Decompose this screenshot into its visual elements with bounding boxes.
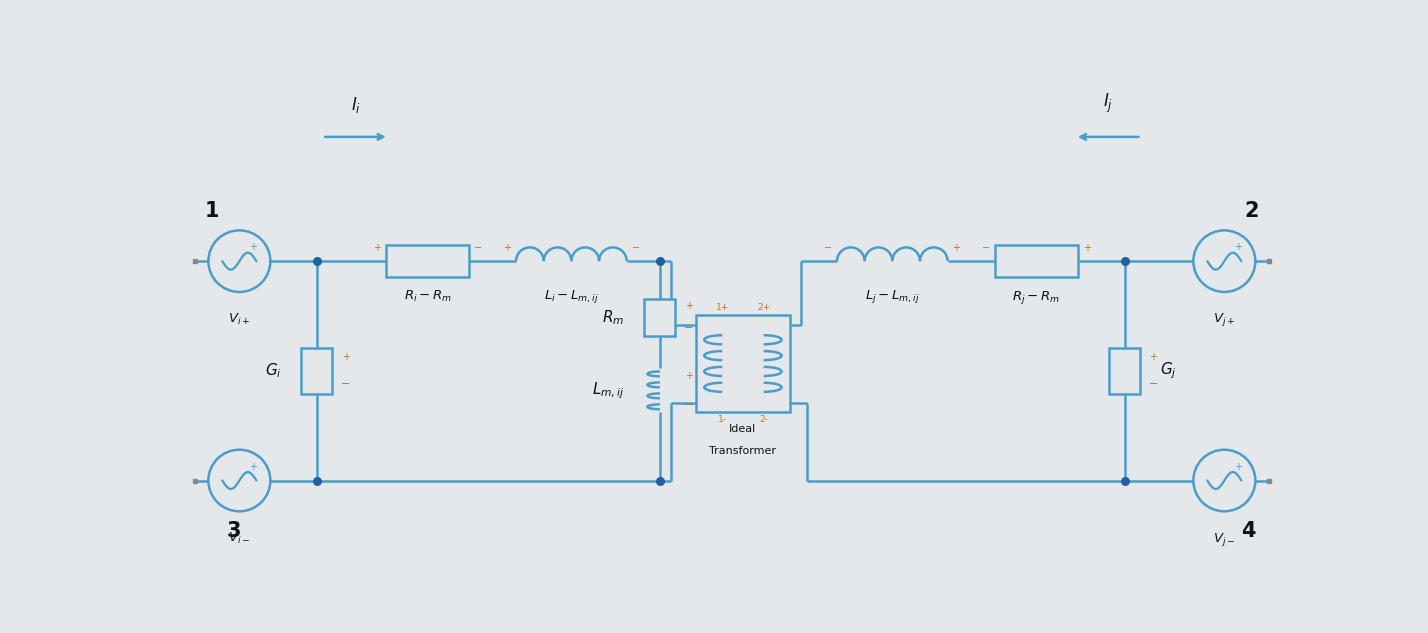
Text: 1+: 1+ [715, 303, 728, 312]
Bar [995, 246, 1078, 277]
Text: $V_{i-}$: $V_{i-}$ [228, 531, 250, 546]
Text: $G_j$: $G_j$ [1160, 361, 1177, 381]
Text: 3: 3 [227, 521, 241, 541]
Text: $R_m$: $R_m$ [603, 308, 624, 327]
Bar [695, 315, 790, 412]
Text: −: − [631, 242, 640, 253]
Bar [644, 299, 675, 335]
Text: −: − [824, 242, 833, 253]
Text: +: + [1234, 242, 1242, 253]
Text: $L_j-L_{m,ij}$: $L_j-L_{m,ij}$ [865, 288, 920, 305]
Text: 1-: 1- [718, 415, 727, 423]
Text: +: + [250, 461, 257, 472]
Text: $R_j-R_m$: $R_j-R_m$ [1012, 289, 1060, 306]
Ellipse shape [208, 449, 270, 511]
Text: −: − [684, 400, 694, 410]
Text: −: − [474, 242, 481, 253]
Text: +: + [341, 353, 350, 363]
Text: +: + [503, 242, 511, 253]
Text: $I_j$: $I_j$ [1102, 92, 1114, 115]
Text: $R_i-R_m$: $R_i-R_m$ [404, 289, 451, 304]
Text: −: − [341, 379, 350, 389]
Text: 4: 4 [1241, 521, 1255, 541]
Bar [1110, 348, 1140, 394]
Text: $V_{i+}$: $V_{i+}$ [228, 311, 250, 327]
Bar [301, 348, 333, 394]
Text: +: + [1082, 242, 1091, 253]
Bar [386, 246, 468, 277]
Text: +: + [952, 242, 961, 253]
Text: 2-: 2- [760, 415, 768, 423]
Text: −: − [982, 242, 990, 253]
Text: +: + [684, 371, 693, 380]
Text: +: + [684, 301, 693, 311]
Text: $I_i$: $I_i$ [350, 95, 361, 115]
Text: 2: 2 [1244, 201, 1258, 221]
Ellipse shape [208, 230, 270, 292]
Text: 2+: 2+ [757, 303, 770, 312]
Text: Transformer: Transformer [710, 446, 777, 456]
Text: $L_{m,ij}$: $L_{m,ij}$ [593, 380, 624, 401]
Text: +: + [250, 242, 257, 253]
Text: $G_i$: $G_i$ [264, 361, 281, 380]
Text: −: − [1148, 379, 1158, 389]
Ellipse shape [1194, 230, 1255, 292]
Text: $L_i-L_{m,ij}$: $L_i-L_{m,ij}$ [544, 288, 598, 305]
Text: +: + [373, 242, 381, 253]
Text: +: + [1234, 461, 1242, 472]
Text: Ideal: Ideal [730, 425, 757, 434]
Text: +: + [1150, 353, 1158, 363]
Ellipse shape [1194, 449, 1255, 511]
Text: $V_{j+}$: $V_{j+}$ [1214, 311, 1235, 329]
Text: 1: 1 [206, 201, 220, 221]
Text: −: − [684, 323, 694, 333]
Text: $V_{j-}$: $V_{j-}$ [1214, 531, 1235, 548]
